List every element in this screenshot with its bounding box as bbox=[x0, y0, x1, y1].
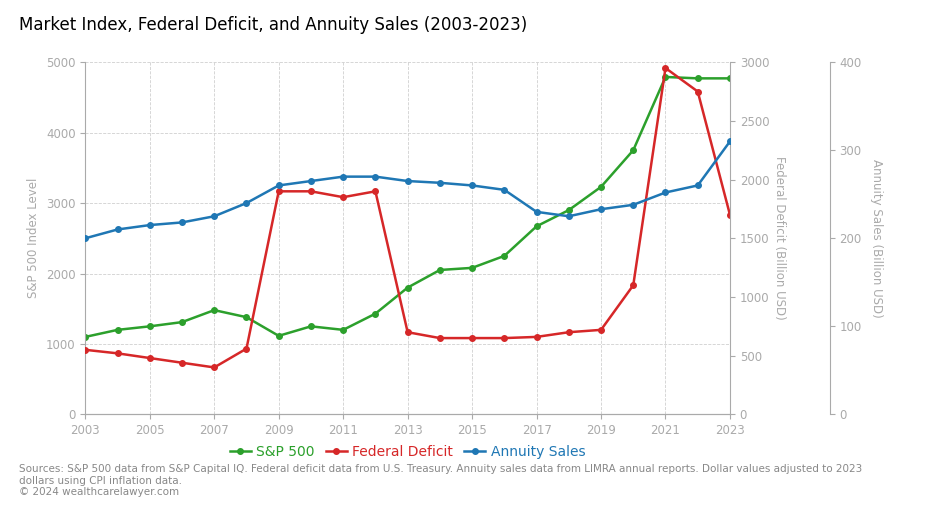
S&P 500 bbox=[305, 323, 317, 329]
S&P 500 bbox=[466, 265, 478, 271]
Federal Deficit bbox=[531, 334, 542, 340]
S&P 500 bbox=[337, 327, 349, 333]
Federal Deficit bbox=[628, 282, 639, 289]
Federal Deficit bbox=[434, 335, 446, 341]
S&P 500 bbox=[692, 75, 703, 81]
Y-axis label: Federal Deficit (Billion USD): Federal Deficit (Billion USD) bbox=[773, 156, 786, 320]
Federal Deficit bbox=[692, 89, 703, 95]
Federal Deficit bbox=[660, 65, 671, 71]
Line: S&P 500: S&P 500 bbox=[82, 74, 733, 340]
Federal Deficit bbox=[305, 188, 317, 194]
S&P 500 bbox=[241, 314, 252, 320]
Federal Deficit bbox=[209, 364, 220, 370]
Federal Deficit bbox=[80, 347, 91, 353]
Line: Federal Deficit: Federal Deficit bbox=[82, 65, 733, 370]
S&P 500 bbox=[80, 334, 91, 340]
S&P 500 bbox=[563, 207, 574, 213]
Federal Deficit bbox=[563, 329, 574, 335]
Federal Deficit bbox=[370, 188, 381, 194]
Federal Deficit bbox=[144, 355, 155, 361]
S&P 500 bbox=[144, 323, 155, 329]
S&P 500 bbox=[628, 147, 639, 153]
S&P 500 bbox=[370, 311, 381, 317]
S&P 500 bbox=[531, 223, 542, 229]
S&P 500 bbox=[402, 284, 413, 291]
Federal Deficit bbox=[176, 359, 188, 366]
Federal Deficit bbox=[402, 329, 413, 335]
Y-axis label: Annuity Sales (Billion USD): Annuity Sales (Billion USD) bbox=[869, 159, 883, 318]
Y-axis label: S&P 500 Index Level: S&P 500 Index Level bbox=[27, 178, 41, 298]
S&P 500 bbox=[499, 253, 510, 259]
Federal Deficit bbox=[241, 346, 252, 352]
Federal Deficit bbox=[499, 335, 510, 341]
S&P 500 bbox=[595, 184, 607, 190]
S&P 500 bbox=[660, 74, 671, 80]
S&P 500 bbox=[209, 307, 220, 313]
Federal Deficit bbox=[337, 194, 349, 200]
S&P 500 bbox=[724, 75, 736, 81]
Text: Market Index, Federal Deficit, and Annuity Sales (2003-2023): Market Index, Federal Deficit, and Annui… bbox=[19, 16, 527, 34]
S&P 500 bbox=[273, 333, 284, 339]
S&P 500 bbox=[112, 327, 123, 333]
Federal Deficit bbox=[595, 327, 607, 333]
Legend: S&P 500, Federal Deficit, Annuity Sales: S&P 500, Federal Deficit, Annuity Sales bbox=[230, 445, 585, 459]
S&P 500 bbox=[176, 319, 188, 325]
Federal Deficit bbox=[466, 335, 478, 341]
Federal Deficit bbox=[724, 212, 736, 218]
S&P 500 bbox=[434, 267, 446, 273]
Text: Sources: S&P 500 data from S&P Capital IQ. Federal deficit data from U.S. Treasu: Sources: S&P 500 data from S&P Capital I… bbox=[19, 464, 863, 497]
Federal Deficit bbox=[112, 350, 123, 356]
Federal Deficit bbox=[273, 188, 284, 194]
